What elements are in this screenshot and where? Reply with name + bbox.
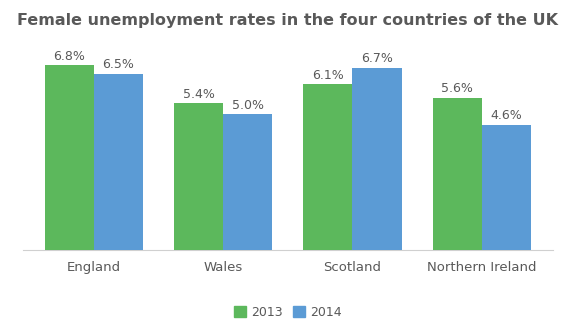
Text: 6.5%: 6.5% [103,58,135,71]
Bar [482,125,531,250]
Text: 5.4%: 5.4% [183,88,214,101]
Text: 6.7%: 6.7% [361,52,393,66]
Legend: 2013, 2014: 2013, 2014 [229,300,347,320]
Bar [45,66,94,250]
Text: 6.8%: 6.8% [54,50,86,63]
Text: 4.6%: 4.6% [490,109,522,122]
Bar [303,84,352,250]
Bar [223,114,272,250]
Text: 5.0%: 5.0% [232,99,264,111]
Bar [174,103,223,250]
Bar [433,98,482,250]
Bar [352,68,402,250]
Text: 5.6%: 5.6% [441,82,473,95]
Bar [94,74,143,250]
Title: Female unemployment rates in the four countries of the UK: Female unemployment rates in the four co… [17,12,559,28]
Text: 6.1%: 6.1% [312,69,344,82]
